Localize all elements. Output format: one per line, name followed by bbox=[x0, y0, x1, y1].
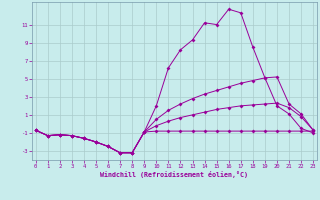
X-axis label: Windchill (Refroidissement éolien,°C): Windchill (Refroidissement éolien,°C) bbox=[100, 171, 248, 178]
